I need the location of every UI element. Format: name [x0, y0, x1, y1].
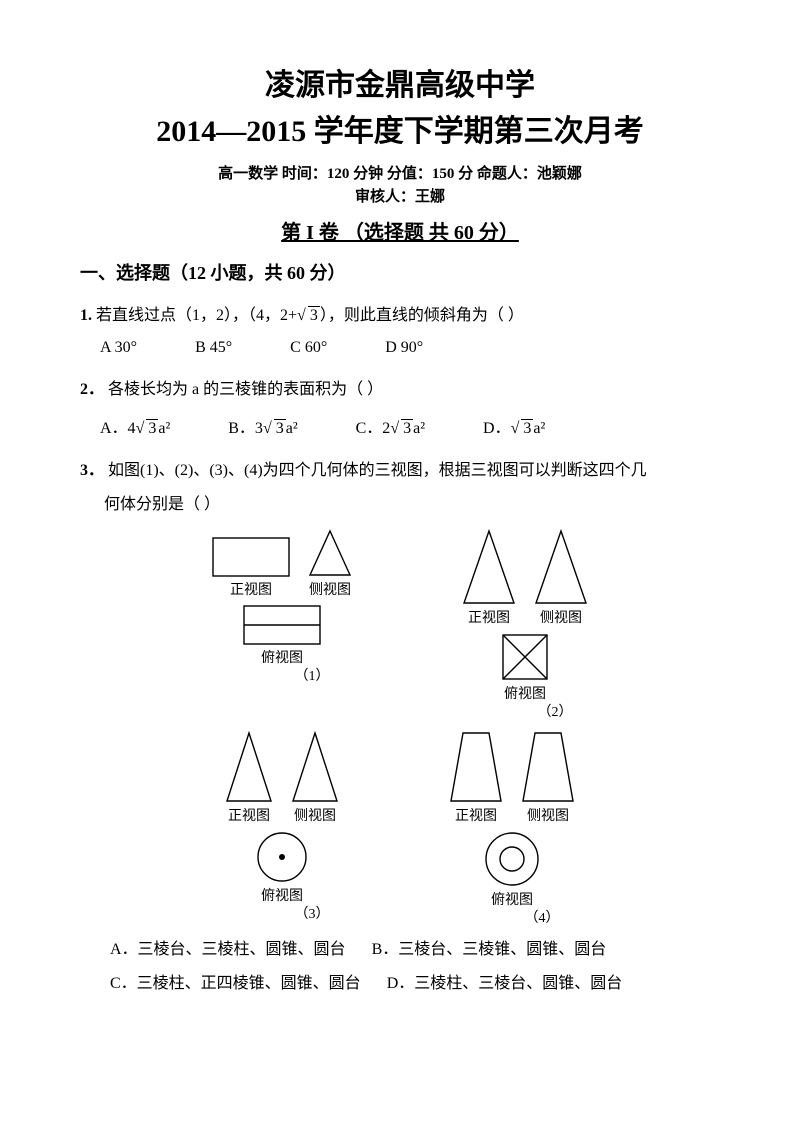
concentric-circles-icon — [484, 831, 540, 887]
q1-opt-b: B 45° — [195, 339, 232, 357]
figure-4: 正视图 侧视图 俯视图 （4） — [449, 731, 575, 927]
figures-row-2: 正视图 侧视图 俯视图 （3） 正视图 — [80, 731, 720, 927]
q3-ans-a: A．三棱台、三棱柱、圆锥、圆台 — [110, 935, 346, 959]
q3-number: 3． — [80, 462, 104, 479]
figure-1: 正视图 侧视图 俯视图 （1） — [212, 529, 352, 721]
question-3: 3． 如图(1)、(2)、(3)、(4)为四个几何体的三视图，根据三视图可以判断… — [80, 456, 720, 486]
fig3-side: 侧视图 — [291, 731, 339, 825]
fig4-front: 正视图 — [449, 731, 503, 825]
sqrt-icon: 3 — [263, 420, 286, 438]
figures-row-1: 正视图 侧视图 俯视图 （1） 正视图 — [80, 529, 720, 721]
fig4-side: 侧视图 — [521, 731, 575, 825]
exam-meta: 高一数学 时间：120 分钟 分值：150 分 命题人：池颖娜 — [80, 162, 720, 183]
sqrt-icon: 3 — [511, 420, 534, 438]
section-title: 第 I 卷 （选择题 共 60 分） — [80, 216, 720, 245]
section-heading: 一、选择题（12 小题，共 60 分） — [80, 259, 720, 285]
sqrt-icon: 3 — [136, 420, 159, 438]
fig1-top: 俯视图 — [243, 605, 321, 667]
q2-opt-a: A．43a² — [100, 414, 170, 438]
split-rectangle-icon — [243, 605, 321, 645]
q1-number: 1. — [80, 307, 92, 324]
q3-ans-b: B．三棱台、三棱锥、圆锥、圆台 — [372, 935, 607, 959]
q1-text-a: 若直线过点（1，2），（4，2+ — [96, 307, 297, 324]
q3-answers-row-1: A．三棱台、三棱柱、圆锥、圆台 B．三棱台、三棱锥、圆锥、圆台 — [110, 935, 720, 959]
triangle-icon — [308, 529, 352, 577]
q3-ans-d: D．三棱柱、三棱台、圆锥、圆台 — [387, 969, 623, 993]
fig3-top: 俯视图 — [256, 831, 308, 905]
fig4-top: 俯视图 — [484, 831, 540, 909]
question-1: 1. 若直线过点（1，2），（4，2+3），则此直线的倾斜角为（ ） — [80, 301, 720, 331]
sqrt-icon: 3 — [297, 301, 320, 331]
q1-opt-a: A 30° — [100, 339, 137, 357]
fig1-num: （1） — [295, 665, 330, 685]
figure-2: 正视图 侧视图 俯视图 （2） — [462, 529, 588, 721]
fig2-num: （2） — [538, 701, 573, 721]
q3-answers-row-2: C．三棱柱、正四棱锥、圆锥、圆台 D．三棱柱、三棱台、圆锥、圆台 — [110, 969, 720, 993]
q2-opt-d: D．3a² — [483, 414, 545, 438]
q2-number: 2． — [80, 381, 104, 398]
reviewer-line: 审核人：王娜 — [80, 185, 720, 206]
fig2-side: 侧视图 — [534, 529, 588, 627]
q1-opt-d: D 90° — [385, 339, 423, 357]
fig4-num: （4） — [525, 907, 560, 927]
q3-text: 如图(1)、(2)、(3)、(4)为四个几何体的三视图，根据三视图可以判断这四个… — [108, 462, 647, 479]
q2-options: A．43a² B．33a² C．23a² D．3a² — [100, 414, 720, 438]
q1-text-b: ），则此直线的倾斜角为（ ） — [320, 307, 524, 324]
rectangle-icon — [212, 537, 290, 577]
triangle-icon — [291, 731, 339, 803]
square-x-icon — [501, 633, 549, 681]
triangle-icon — [225, 731, 273, 803]
exam-page: 凌源市金鼎高级中学 2014—2015 学年度下学期第三次月考 高一数学 时间：… — [0, 0, 800, 1043]
q2-opt-b: B．33a² — [228, 414, 297, 438]
fig1-front: 正视图 — [212, 537, 290, 599]
circle-dot-icon — [256, 831, 308, 883]
sqrt-icon: 3 — [390, 420, 413, 438]
fig3-num: （3） — [295, 903, 330, 923]
figure-3: 正视图 侧视图 俯视图 （3） — [225, 731, 339, 927]
question-2: 2． 各棱长均为 a 的三棱锥的表面积为（ ） — [80, 375, 720, 405]
fig1-side: 侧视图 — [308, 529, 352, 599]
trapezoid-icon — [449, 731, 503, 803]
fig2-front: 正视图 — [462, 529, 516, 627]
q1-options: A 30° B 45° C 60° D 90° — [100, 339, 720, 357]
title-line-2: 2014—2015 学年度下学期第三次月考 — [80, 106, 720, 150]
q3-text-2: 何体分别是（ ） — [104, 490, 720, 520]
q3-ans-c: C．三棱柱、正四棱锥、圆锥、圆台 — [110, 969, 361, 993]
fig2-top: 俯视图 — [501, 633, 549, 703]
triangle-icon — [534, 529, 588, 605]
title-line-1: 凌源市金鼎高级中学 — [80, 60, 720, 104]
fig3-front: 正视图 — [225, 731, 273, 825]
trapezoid-icon — [521, 731, 575, 803]
q1-opt-c: C 60° — [290, 339, 327, 357]
q2-text: 各棱长均为 a 的三棱锥的表面积为（ ） — [108, 381, 383, 398]
triangle-icon — [462, 529, 516, 605]
q2-opt-c: C．23a² — [356, 414, 425, 438]
